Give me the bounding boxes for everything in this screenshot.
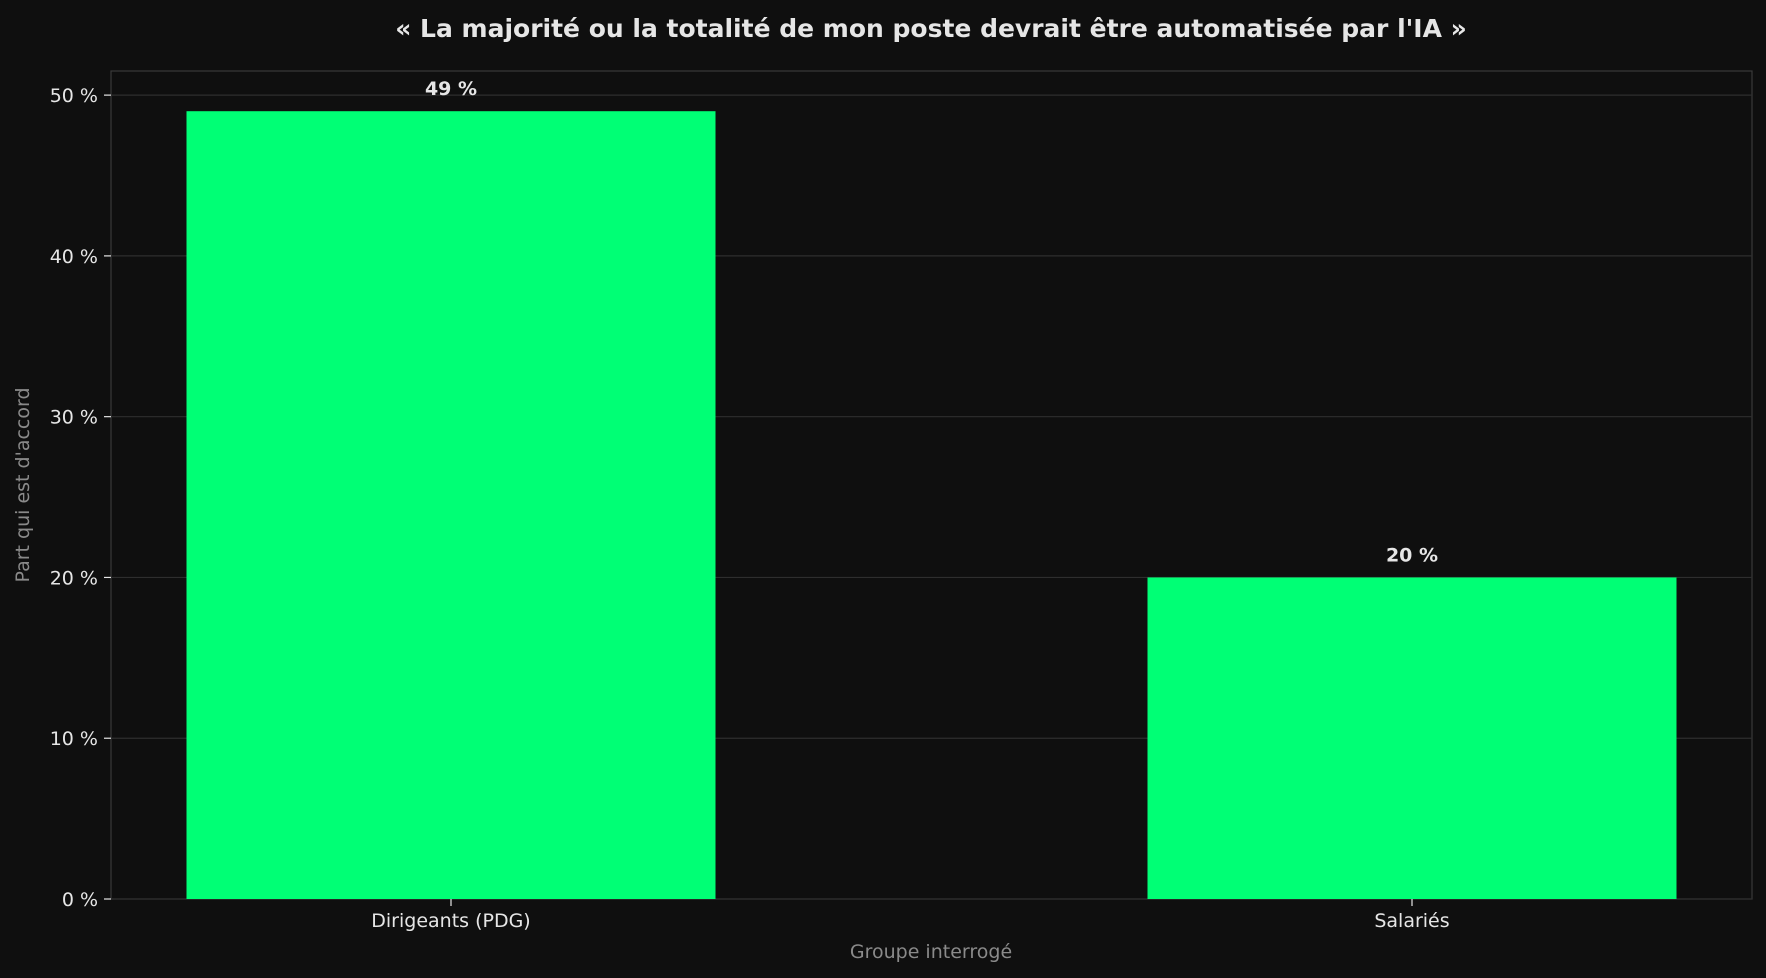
x-tick-label: Dirigeants (PDG) xyxy=(371,910,530,932)
chart-title: « La majorité ou la totalité de mon post… xyxy=(395,14,1467,43)
y-tick-label: 0 % xyxy=(62,889,98,911)
y-axis-ticks: 0 % 10 % 20 % 30 % 40 % 50 % xyxy=(50,85,111,911)
y-tick-label: 50 % xyxy=(50,85,98,107)
y-tick-label: 10 % xyxy=(50,728,98,750)
bar xyxy=(186,111,716,900)
x-axis-ticks: Dirigeants (PDG) Salariés xyxy=(371,899,1450,932)
y-tick-label: 20 % xyxy=(50,567,98,589)
bars xyxy=(186,111,1677,900)
y-axis-label: Part qui est d'accord xyxy=(12,387,34,582)
y-tick-label: 30 % xyxy=(50,407,98,429)
x-tick-label: Salariés xyxy=(1374,910,1449,932)
bar-value-label: 20 % xyxy=(1386,544,1438,566)
bar xyxy=(1147,577,1677,899)
bar-value-label: 49 % xyxy=(425,78,477,100)
x-axis-label: Groupe interrogé xyxy=(850,941,1012,963)
y-tick-label: 40 % xyxy=(50,246,98,268)
bar-value-labels: 49 % 20 % xyxy=(425,78,1438,566)
